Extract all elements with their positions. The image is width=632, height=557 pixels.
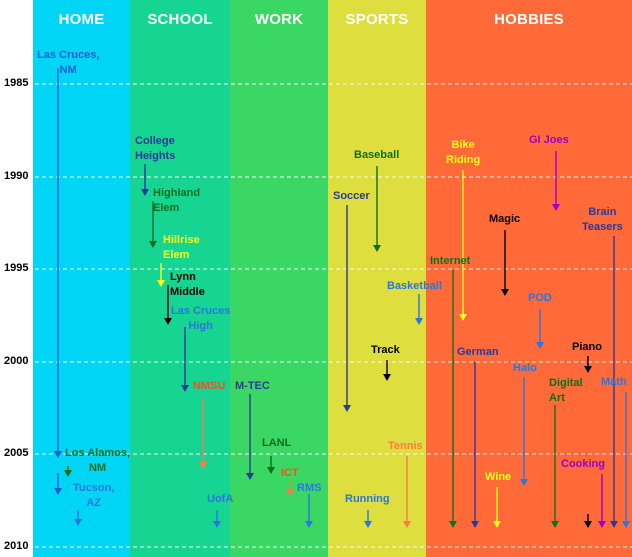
arrow-bike-riding <box>459 170 467 321</box>
hobbies-column: HOBBIES <box>426 0 632 557</box>
year-label-1990: 1990 <box>4 170 29 182</box>
label-math: Math <box>601 376 627 388</box>
arrow-brain-teasers <box>610 236 618 528</box>
label-german: German <box>457 346 499 358</box>
label-track: Track <box>371 344 400 356</box>
arrow-ict <box>286 482 294 496</box>
sports-column-header: SPORTS <box>345 11 409 28</box>
arrow-hillrise-elem <box>157 263 165 287</box>
label-uofa: UofA <box>207 493 234 505</box>
label-tucson-az: Tucson, AZ <box>73 482 115 509</box>
arrow-college-heights <box>141 164 149 196</box>
year-label-1985: 1985 <box>4 77 29 89</box>
sports-column: SPORTS <box>328 0 426 557</box>
label-bike-riding: Bike Riding <box>446 139 481 166</box>
arrow-digital-art <box>551 405 559 528</box>
label-baseball: Baseball <box>354 149 400 161</box>
year-label-2010: 2010 <box>4 540 29 552</box>
label-tennis: Tennis <box>388 440 423 452</box>
school-column-header: SCHOOL <box>147 11 213 28</box>
label-college-heights: College Heights <box>135 135 176 162</box>
arrow-lanl <box>267 456 275 474</box>
arrow-german <box>471 362 479 528</box>
arrow-tucson-az-2 <box>74 510 82 526</box>
label-hillrise-elem: Hillrise Elem <box>163 234 200 261</box>
school-column: SCHOOL <box>130 0 230 557</box>
label-magic: Magic <box>489 213 521 225</box>
arrow-uofa <box>213 510 221 528</box>
year-label-2000: 2000 <box>4 355 29 367</box>
arrow-math <box>622 392 630 528</box>
year-label-2005: 2005 <box>4 447 29 459</box>
label-nmsu: NMSU <box>193 380 226 392</box>
arrow-gi-joes <box>552 151 560 211</box>
label-digital-art: Digital Art <box>549 377 583 404</box>
arrow-soccer <box>343 205 351 412</box>
arrow-baseball <box>373 166 381 252</box>
arrow-nmsu <box>199 398 207 469</box>
arrow-wine <box>493 487 501 528</box>
arrow-tucson-az <box>54 473 62 495</box>
label-las-cruces-high: Las Cruces High <box>171 305 231 332</box>
label-piano: Piano <box>572 341 602 353</box>
arrow-internet <box>449 270 457 528</box>
label-soccer: Soccer <box>333 190 370 202</box>
home-column: HOME <box>33 0 130 557</box>
label-rms: RMS <box>297 482 322 494</box>
work-column: WORK <box>230 0 328 557</box>
arrow-track <box>383 360 391 381</box>
label-lanl: LANL <box>262 437 292 449</box>
label-running: Running <box>345 493 390 505</box>
label-pod: POD <box>528 292 552 304</box>
arrow-basketball <box>415 294 423 325</box>
arrow-misc-black <box>584 514 592 528</box>
label-wine: Wine <box>485 471 512 483</box>
label-los-alamos-nm: Los Alamos, NM <box>65 447 130 474</box>
label-las-cruces-nm: Las Cruces, NM <box>37 49 100 76</box>
arrow-lynn-middle <box>164 285 172 325</box>
work-column-header: WORK <box>254 11 304 28</box>
label-internet: Internet <box>430 255 471 267</box>
arrow-los-alamos-nm <box>64 466 72 477</box>
arrow-pod <box>536 309 544 349</box>
arrow-piano <box>584 356 592 373</box>
label-m-tec: M-TEC <box>235 380 270 392</box>
label-ict: ICT <box>281 467 299 479</box>
arrow-highland-elem <box>149 201 157 248</box>
label-basketball: Basketball <box>387 280 443 292</box>
arrow-las-cruces-high <box>181 327 189 392</box>
label-halo: Halo <box>513 362 537 374</box>
hobbies-column-header: HOBBIES <box>494 11 564 28</box>
arrow-las-cruces-nm <box>54 68 62 458</box>
home-column-header: HOME <box>58 11 105 28</box>
label-lynn-middle: Lynn Middle <box>170 271 205 298</box>
label-highland-elem: Highland Elem <box>153 187 201 214</box>
arrow-magic <box>501 230 509 296</box>
year-label-1995: 1995 <box>4 262 29 274</box>
arrow-halo <box>520 377 528 486</box>
label-cooking: Cooking <box>561 458 605 470</box>
arrow-tennis <box>403 456 411 528</box>
arrow-rms <box>305 494 313 528</box>
arrow-m-tec <box>246 394 254 480</box>
label-gi-joes: GI Joes <box>529 134 569 146</box>
arrow-cooking <box>598 474 606 528</box>
arrow-running <box>364 510 372 528</box>
label-brain-teasers: Brain Teasers <box>582 206 623 233</box>
